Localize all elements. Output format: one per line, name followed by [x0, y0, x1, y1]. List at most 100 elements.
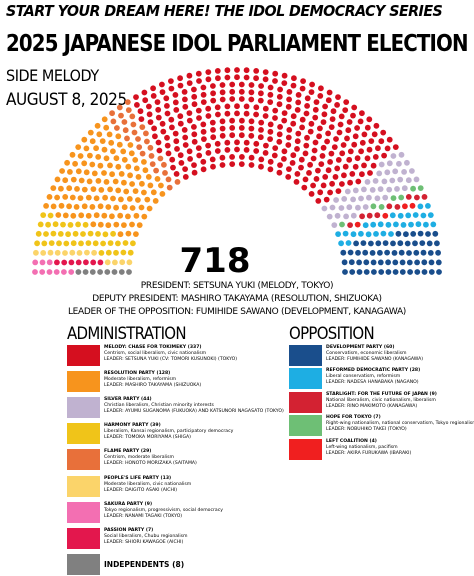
seat-dot: [267, 91, 274, 98]
seat-dot: [85, 240, 92, 247]
seat-dot: [392, 269, 399, 275]
seat-dot: [141, 89, 148, 96]
seat-dot: [118, 196, 124, 203]
seat-dot: [326, 213, 333, 220]
seat-dot: [346, 204, 353, 211]
seat-dot: [146, 205, 153, 212]
seat-dot: [186, 117, 193, 124]
seat-dot: [358, 230, 364, 237]
legend-text: LEFT COALITION (4) Left-wing nationalism,…: [326, 439, 411, 457]
seat-dot: [272, 70, 279, 77]
seat-dot: [304, 95, 311, 102]
legend-party-leader: LEADER: MASHIRO TAKAYAMA (SHIZUOKA): [104, 383, 202, 389]
opposition-leader-line: LEADER OF THE OPPOSITION: FUMIHIDE SAWAN…: [67, 307, 407, 317]
seat-dot: [337, 121, 344, 128]
seat-dot: [154, 99, 161, 105]
seat-dot: [96, 131, 103, 138]
seat-dot: [200, 84, 207, 91]
seat-dot: [351, 104, 358, 111]
seat-dot: [137, 108, 144, 115]
seat-dot: [325, 167, 332, 174]
seat-dot: [136, 144, 143, 151]
seat-dot: [382, 212, 389, 219]
seat-dot: [238, 132, 245, 139]
seat-dot: [277, 124, 283, 130]
seat-dot: [350, 231, 357, 238]
seat-dot: [375, 240, 382, 247]
seat-dot: [386, 136, 393, 143]
seat-dot: [205, 150, 212, 156]
seat-dot: [97, 162, 104, 169]
seat-dot: [98, 250, 105, 256]
seat-dot: [186, 110, 193, 116]
seat-dot: [97, 259, 104, 266]
seat-dot: [325, 97, 332, 104]
seat-dot: [374, 195, 381, 202]
seat-dot: [238, 125, 245, 131]
seat-dot: [191, 169, 198, 176]
seat-dot: [308, 89, 315, 95]
seat-dot: [61, 269, 67, 275]
seat-dot: [335, 157, 342, 163]
seat-dot: [361, 162, 367, 169]
administration-heading: ADMINISTRATION: [67, 324, 187, 344]
seat-dot: [141, 159, 147, 165]
seat-dot: [384, 169, 391, 176]
seat-dot: [214, 148, 221, 154]
seat-dot: [68, 269, 75, 275]
seat-dot: [415, 221, 422, 228]
seat-dot: [267, 166, 274, 173]
seat-dot: [363, 269, 370, 275]
seat-dot: [95, 154, 102, 160]
seat-dot: [205, 113, 212, 119]
seat-dot: [238, 96, 245, 102]
seat-dot: [304, 103, 310, 109]
seat-dot: [295, 99, 302, 106]
seat-dot: [368, 138, 375, 145]
seat-dot: [358, 148, 364, 155]
seat-dot: [427, 212, 434, 219]
seat-dot: [81, 186, 88, 193]
seat-dot: [174, 179, 181, 185]
seat-dot: [113, 204, 119, 211]
seat-dot: [83, 145, 90, 152]
seat-dot: [74, 186, 80, 192]
seat-dot: [253, 75, 259, 82]
seat-dot: [307, 161, 313, 168]
seat-dot: [377, 249, 383, 256]
seat-dot: [224, 103, 231, 110]
seat-dot: [61, 259, 68, 266]
seat-dot: [139, 150, 146, 157]
seat-dot: [378, 204, 385, 210]
seat-dot: [62, 177, 69, 184]
seat-dot: [263, 142, 269, 149]
seat-dot: [257, 97, 264, 104]
seat-dot: [406, 250, 412, 256]
seat-dot: [359, 213, 365, 220]
seat-dot: [409, 202, 416, 209]
seat-dot: [347, 179, 353, 186]
seat-dot: [258, 119, 265, 126]
seat-dot: [339, 181, 345, 187]
seat-dot: [177, 82, 184, 89]
seat-dot: [272, 107, 279, 114]
seat-dot: [229, 125, 236, 131]
seat-dot: [335, 188, 342, 195]
seat-dot: [129, 205, 136, 211]
seat-dot: [118, 112, 124, 119]
seat-dot: [430, 221, 437, 228]
seat-dot: [127, 142, 134, 148]
seat-dot: [386, 203, 393, 210]
seat-dot: [277, 86, 283, 93]
seat-dot: [234, 146, 240, 153]
seat-dot: [78, 240, 84, 247]
seat-dot: [238, 81, 245, 88]
seat-dot: [346, 156, 353, 163]
seat-dot: [396, 160, 402, 167]
seat-dot: [205, 105, 212, 112]
seat-dot: [303, 142, 310, 149]
seat-dot: [303, 110, 310, 117]
seat-dot: [109, 213, 115, 220]
seat-dot: [344, 188, 351, 195]
seat-dot: [361, 131, 368, 138]
